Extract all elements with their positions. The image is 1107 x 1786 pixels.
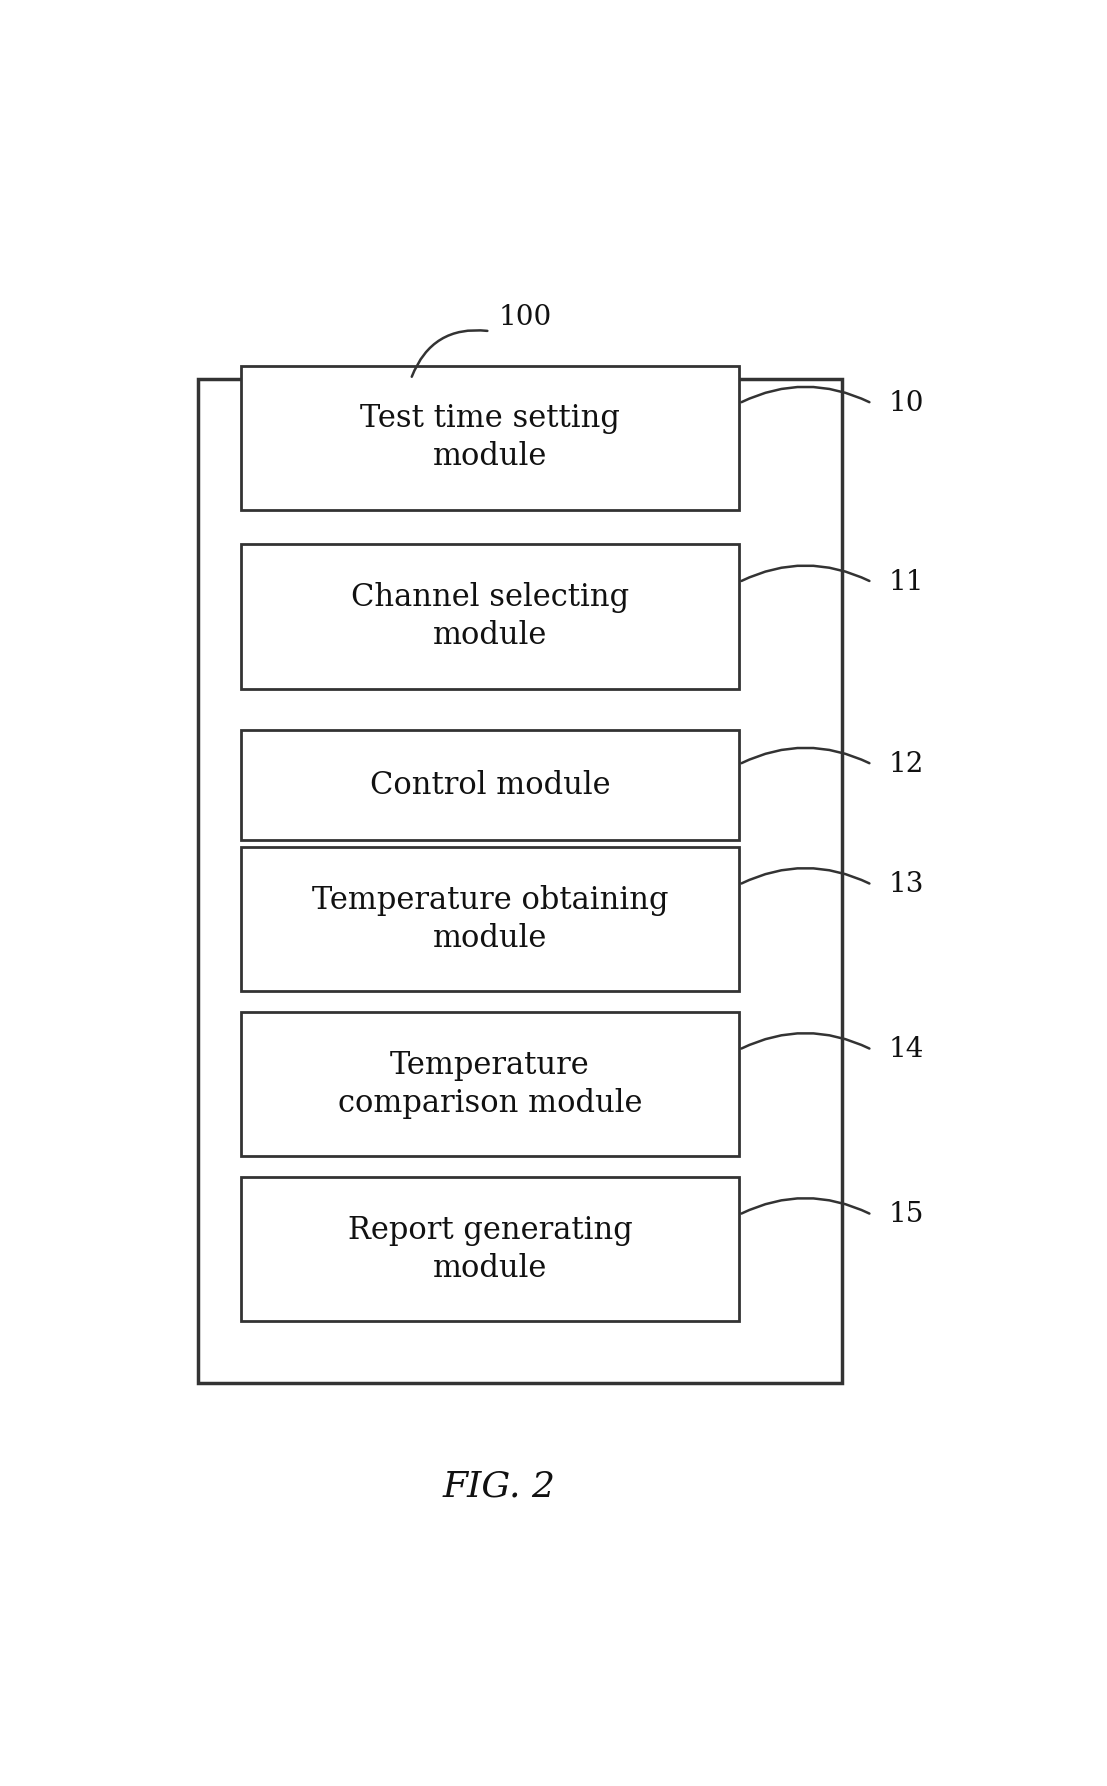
Text: Temperature
comparison module: Temperature comparison module <box>338 1050 642 1118</box>
Text: 14: 14 <box>889 1036 924 1063</box>
Text: 15: 15 <box>889 1202 924 1229</box>
Bar <box>241 847 739 991</box>
Text: FIG. 2: FIG. 2 <box>442 1470 556 1504</box>
Text: 11: 11 <box>889 568 924 597</box>
Text: Control module: Control module <box>370 770 610 800</box>
Text: 100: 100 <box>498 304 552 330</box>
Bar <box>241 730 739 839</box>
Text: Channel selecting
module: Channel selecting module <box>351 582 629 652</box>
Text: 13: 13 <box>889 872 924 898</box>
Text: 10: 10 <box>889 389 924 416</box>
Bar <box>198 379 841 1382</box>
Text: Test time setting
module: Test time setting module <box>360 404 620 472</box>
Text: Report generating
module: Report generating module <box>348 1214 632 1284</box>
Bar <box>241 366 739 511</box>
Bar <box>241 1013 739 1156</box>
Text: Temperature obtaining
module: Temperature obtaining module <box>312 884 669 954</box>
Text: 12: 12 <box>889 750 924 779</box>
Bar <box>241 545 739 689</box>
Bar <box>241 1177 739 1322</box>
